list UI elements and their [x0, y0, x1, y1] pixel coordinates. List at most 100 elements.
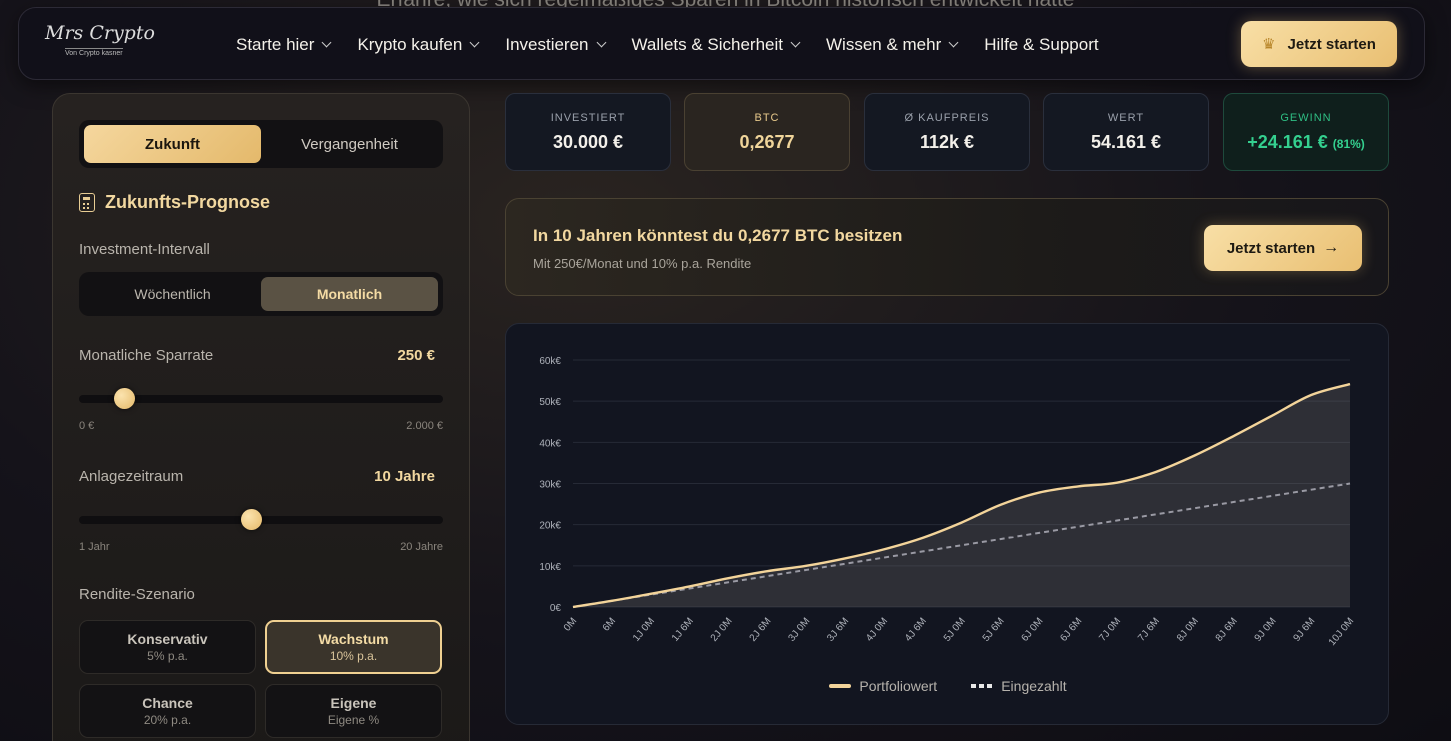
nav-item-label: Wallets & Sicherheit [631, 34, 783, 54]
rate-value: 250 € [397, 347, 435, 364]
period-slider[interactable] [79, 509, 443, 530]
period-min: 1 Jahr [79, 541, 110, 553]
x-tick-label: 10J 0M [1327, 616, 1357, 648]
stat-value: 30.000 € [552, 131, 624, 152]
stat-value: 112k € [919, 131, 975, 152]
calculator-icon [79, 193, 95, 212]
legend-label: Portfoliowert [859, 678, 938, 694]
period-max: 20 Jahre [400, 541, 443, 553]
nav-item-label: Hilfe & Support [984, 34, 1099, 54]
stat-value: +24.161 € (81%) [1247, 132, 1365, 153]
calculator-panel: Zukunft Vergangenheit Zukunfts-Prognose … [52, 93, 470, 741]
nav-item-label: Krypto kaufen [357, 34, 463, 54]
stat-btc: BTC 0,2677 [684, 93, 850, 171]
scenario-chance[interactable]: Chance 20% p.a. [79, 684, 256, 738]
x-tick-label: 7J 6M [1136, 616, 1162, 644]
tab-zukunft[interactable]: Zukunft [84, 125, 261, 163]
x-tick-label: 8J 6M [1214, 616, 1240, 644]
scenario-sub: 20% p.a. [143, 713, 192, 727]
y-tick-label: 40k€ [539, 438, 561, 449]
chevron-down-icon [321, 37, 332, 48]
rate-range: 0 € 2.000 € [79, 420, 443, 432]
legend-swatch-dashed [971, 684, 994, 688]
x-tick-label: 5J 0M [942, 616, 968, 644]
nav-item-3[interactable]: Wallets & Sicherheit [631, 34, 801, 55]
x-tick-label: 7J 0M [1097, 616, 1123, 644]
y-tick-label: 30k€ [539, 480, 561, 491]
banner-title: In 10 Jahren könntest du 0,2677 BTC besi… [533, 226, 903, 245]
nav-item-label: Starte hier [236, 34, 315, 54]
stat-key: GEWINN [1280, 111, 1332, 124]
legend-eingezahlt[interactable]: Eingezahlt [971, 678, 1067, 694]
interval-label: Investment-Intervall [79, 241, 210, 258]
rate-slider-thumb[interactable] [114, 388, 135, 409]
gain-amount: +24.161 € [1247, 131, 1328, 152]
x-tick-label: 6J 6M [1058, 616, 1084, 644]
tab-vergangenheit[interactable]: Vergangenheit [301, 135, 398, 153]
scenario-name: Chance [142, 695, 193, 711]
nav-item-4[interactable]: Wissen & mehr [826, 34, 959, 55]
x-tick-label: 5J 6M [981, 616, 1007, 644]
nav-cta-button[interactable]: ♛ Jetzt starten [1241, 21, 1397, 67]
arrow-right-icon: → [1323, 239, 1340, 256]
chart-legend: Portfoliowert Eingezahlt [506, 678, 1390, 694]
chevron-down-icon [596, 37, 606, 48]
period-slider-thumb[interactable] [241, 509, 263, 530]
nav-item-0[interactable]: Starte hier [236, 34, 332, 55]
nav-item-label: Investieren [505, 34, 589, 54]
x-tick-label: 3J 6M [825, 616, 851, 644]
portfolio-line [572, 382, 1351, 609]
x-tick-label: 2J 6M [748, 616, 774, 644]
scenario-name: Eigene [330, 695, 377, 711]
x-tick-label: 3J 0M [786, 616, 812, 644]
top-navigation: Mrs Crypto Von Crypto kasner Starte hier… [18, 7, 1425, 80]
scenario-sub: 10% p.a. [329, 649, 378, 663]
scenario-sub: Eigene % [327, 713, 380, 727]
scenario-name: Wachstum [318, 631, 389, 647]
portfolio-area [573, 384, 1350, 607]
nav-item-1[interactable]: Krypto kaufen [357, 34, 480, 55]
nav-item-label: Wissen & mehr [826, 34, 942, 54]
logo-script: Mrs Crypto [45, 22, 155, 44]
y-tick-label: 0€ [550, 603, 562, 614]
interval-weekly[interactable]: Wöchentlich [134, 286, 211, 302]
legend-portfolio[interactable]: Portfoliowert [829, 678, 937, 694]
stat-key: Ø KAUFPREIS [904, 111, 990, 124]
banner-cta-button[interactable]: Jetzt starten → [1204, 225, 1362, 271]
scenario-konservativ[interactable]: Konservativ 5% p.a. [79, 620, 256, 674]
stat-key: BTC [754, 111, 780, 124]
x-tick-label: 1J 0M [631, 616, 657, 644]
period-label: Anlagezeitraum [79, 468, 184, 485]
scenario-sub: 5% p.a. [147, 649, 188, 663]
rate-max: 2.000 € [406, 420, 443, 432]
stat-key: WERT [1107, 111, 1145, 124]
nav-item-2[interactable]: Investieren [505, 34, 606, 55]
legend-swatch-solid [829, 684, 852, 688]
x-tick-label: 4J 0M [864, 616, 890, 644]
scenario-name: Konservativ [127, 631, 208, 647]
x-tick-label: 6J 0M [1020, 616, 1046, 644]
rate-label: Monatliche Sparrate [79, 347, 214, 364]
rate-slider[interactable] [79, 388, 443, 409]
x-tick-label: 8J 0M [1175, 616, 1201, 644]
portfolio-chart: 0€ 10k€ 20k€ 30k€ 40k€ 50k€ 60k€ 0M 6M 1J 0M 1J 6M… [539, 356, 1357, 648]
nav-menu: Starte hier Krypto kaufen Investieren Walle… [236, 8, 1126, 81]
y-tick-label: 20k€ [539, 521, 561, 532]
period-value: 10 Jahre [374, 468, 435, 485]
nav-item-5[interactable]: Hilfe & Support [984, 35, 1098, 55]
x-tick-label: 9J 6M [1292, 616, 1318, 644]
scenario-eigene[interactable]: Eigene Eigene % [265, 684, 442, 738]
scenario-wachstum[interactable]: Wachstum 10% p.a. [265, 620, 442, 674]
x-tick-label: 2J 0M [709, 616, 735, 644]
interval-monthly[interactable]: Monatlich [261, 277, 438, 311]
period-range: 1 Jahr 20 Jahre [79, 541, 443, 553]
trophy-icon: ♛ [1262, 36, 1276, 53]
nav-cta-label: Jetzt starten [1287, 35, 1376, 53]
stat-value: 54.161 € [1090, 131, 1162, 152]
stat-gewinn: GEWINN +24.161 € (81%) [1223, 93, 1389, 171]
x-tick-label: 4J 6M [903, 616, 929, 644]
stat-kaufpreis: Ø KAUFPREIS 112k € [864, 93, 1030, 171]
logo[interactable]: Mrs Crypto Von Crypto kasner [45, 22, 155, 62]
panel-title-text: Zukunfts-Prognose [105, 192, 270, 212]
stat-wert: WERT 54.161 € [1043, 93, 1209, 171]
